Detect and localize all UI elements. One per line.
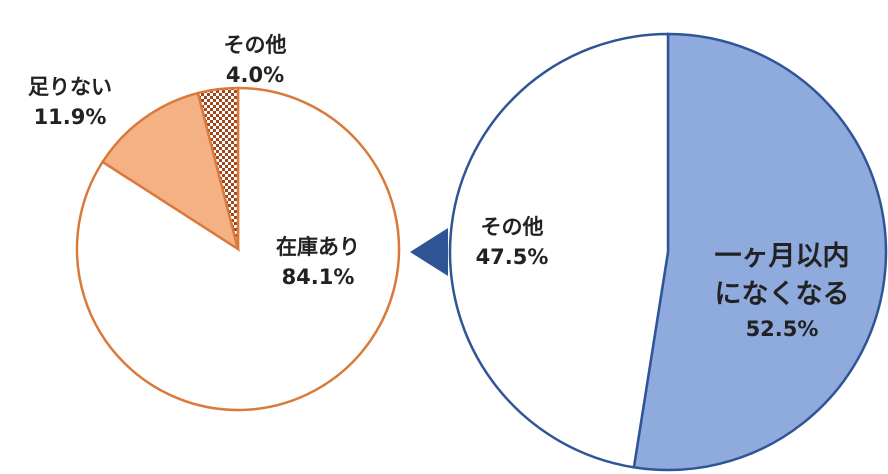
category-name: その他 — [223, 33, 287, 57]
slice-label: 在庫あり 84.1% — [276, 232, 360, 293]
pie-slice — [448, 32, 670, 469]
pie-slice — [632, 32, 888, 472]
value-label: 47.5% — [475, 245, 549, 270]
category-name: その他 — [480, 215, 544, 239]
connector — [410, 228, 448, 276]
value-label: 4.0% — [225, 63, 285, 88]
value-label: 11.9% — [33, 105, 107, 130]
value-label: 84.1% — [281, 265, 355, 290]
slice-label: その他 4.0% — [224, 30, 287, 91]
category-name: 一ヶ月以内になくなる — [714, 241, 850, 310]
category-name: 在庫あり — [276, 235, 360, 259]
value-label: 52.5% — [745, 316, 819, 341]
slice-label: その他 47.5% — [476, 212, 549, 273]
pie-slice — [196, 86, 240, 250]
pie-slice — [100, 91, 241, 252]
category-name: 足りない — [28, 75, 112, 99]
slice-label: 一ヶ月以内になくなる 52.5% — [707, 238, 857, 344]
slice-label: 足りない 11.9% — [28, 72, 112, 133]
